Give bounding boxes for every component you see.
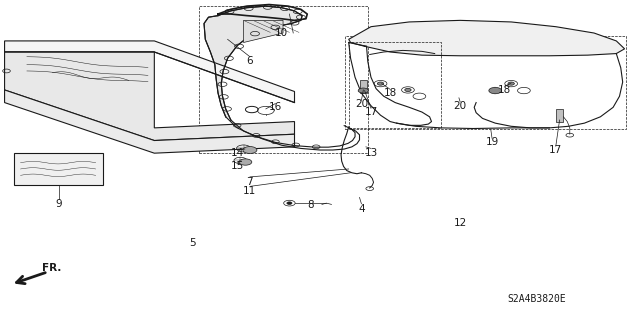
Text: 5: 5	[189, 238, 196, 248]
Polygon shape	[4, 52, 294, 141]
Circle shape	[378, 82, 384, 85]
Circle shape	[239, 159, 252, 165]
Circle shape	[358, 88, 369, 93]
Circle shape	[257, 106, 274, 115]
Circle shape	[404, 88, 411, 92]
Text: 20: 20	[355, 99, 368, 109]
Text: 6: 6	[246, 56, 253, 66]
Text: 18: 18	[498, 85, 511, 95]
Text: FR.: FR.	[42, 263, 61, 273]
Circle shape	[287, 202, 292, 204]
Circle shape	[508, 82, 515, 85]
Text: 12: 12	[454, 218, 467, 228]
Polygon shape	[204, 6, 302, 120]
Bar	[360, 80, 367, 93]
Bar	[346, 36, 626, 130]
Polygon shape	[349, 20, 625, 56]
Text: 15: 15	[230, 161, 244, 171]
Text: 17: 17	[549, 145, 563, 155]
Polygon shape	[244, 20, 283, 42]
Polygon shape	[4, 41, 294, 103]
Bar	[556, 109, 563, 122]
Text: 19: 19	[485, 137, 499, 147]
Text: 8: 8	[307, 200, 314, 210]
Text: 13: 13	[364, 148, 378, 158]
Text: 16: 16	[269, 102, 282, 112]
Circle shape	[489, 87, 502, 94]
Circle shape	[243, 146, 257, 153]
Text: 17: 17	[364, 107, 378, 117]
Polygon shape	[4, 90, 294, 153]
Text: S2A4B3820E: S2A4B3820E	[508, 293, 566, 304]
Bar	[349, 42, 441, 128]
Text: 20: 20	[454, 101, 467, 111]
Text: 10: 10	[275, 28, 289, 38]
Polygon shape	[14, 153, 103, 185]
Text: 11: 11	[243, 186, 257, 196]
Text: 18: 18	[383, 88, 397, 98]
Text: 14: 14	[230, 148, 244, 158]
Text: 9: 9	[56, 199, 62, 209]
Text: 4: 4	[358, 204, 365, 213]
Text: 7: 7	[246, 177, 253, 187]
